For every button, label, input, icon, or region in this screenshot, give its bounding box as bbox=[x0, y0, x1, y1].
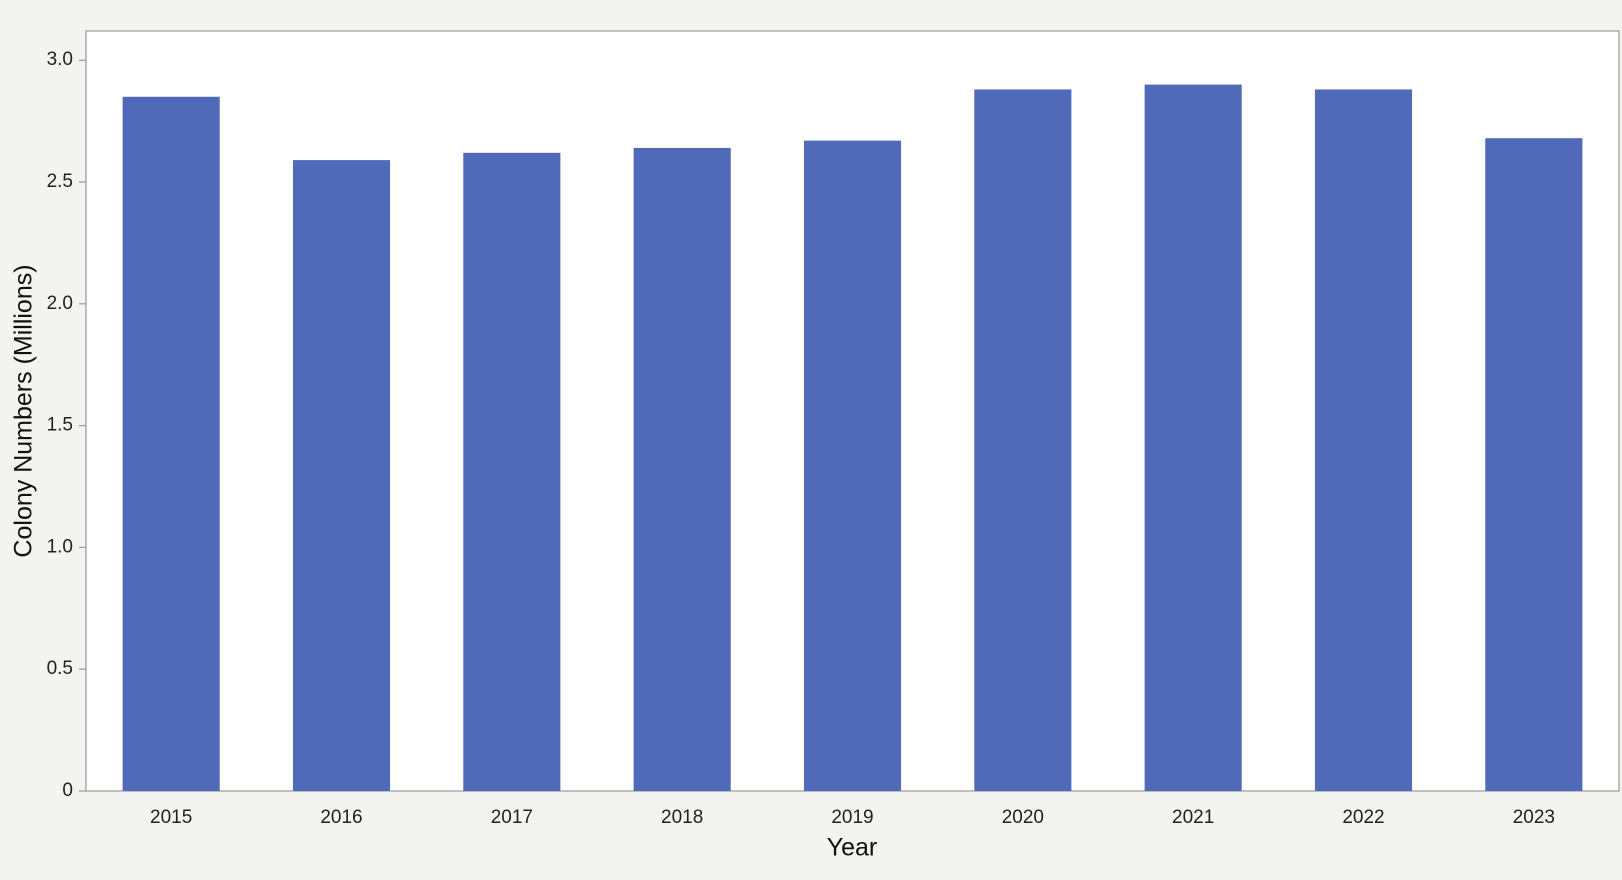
x-tick-label: 2015 bbox=[150, 807, 192, 828]
bar bbox=[1144, 84, 1242, 792]
bar bbox=[122, 96, 220, 792]
x-tick-label: 2021 bbox=[1172, 807, 1214, 828]
bar bbox=[292, 160, 391, 792]
y-tick-label: 2.5 bbox=[47, 171, 73, 192]
y-tick-label: 0 bbox=[62, 780, 73, 801]
y-axis-title: Colony Numbers (Millions) bbox=[10, 264, 38, 557]
y-tick-label: 3.0 bbox=[47, 49, 73, 70]
y-tick-label: 0.5 bbox=[47, 658, 73, 679]
x-tick-label: 2019 bbox=[831, 807, 873, 828]
x-tick-label: 2016 bbox=[320, 807, 362, 828]
x-tick-label: 2020 bbox=[1002, 807, 1044, 828]
x-axis-title: Year bbox=[827, 834, 878, 862]
y-tick-label: 1.5 bbox=[47, 415, 73, 436]
x-tick-label: 2018 bbox=[661, 807, 703, 828]
bar bbox=[463, 152, 561, 792]
bar bbox=[803, 140, 902, 792]
y-tick-label: 1.0 bbox=[47, 536, 73, 557]
x-tick-label: 2022 bbox=[1342, 807, 1384, 828]
x-tick-label: 2017 bbox=[491, 807, 533, 828]
bar bbox=[633, 147, 731, 791]
bar bbox=[1485, 138, 1583, 791]
x-tick-label: 2023 bbox=[1513, 807, 1555, 828]
bar bbox=[974, 89, 1072, 791]
y-tick-label: 2.0 bbox=[47, 293, 73, 314]
bar bbox=[1314, 89, 1413, 791]
